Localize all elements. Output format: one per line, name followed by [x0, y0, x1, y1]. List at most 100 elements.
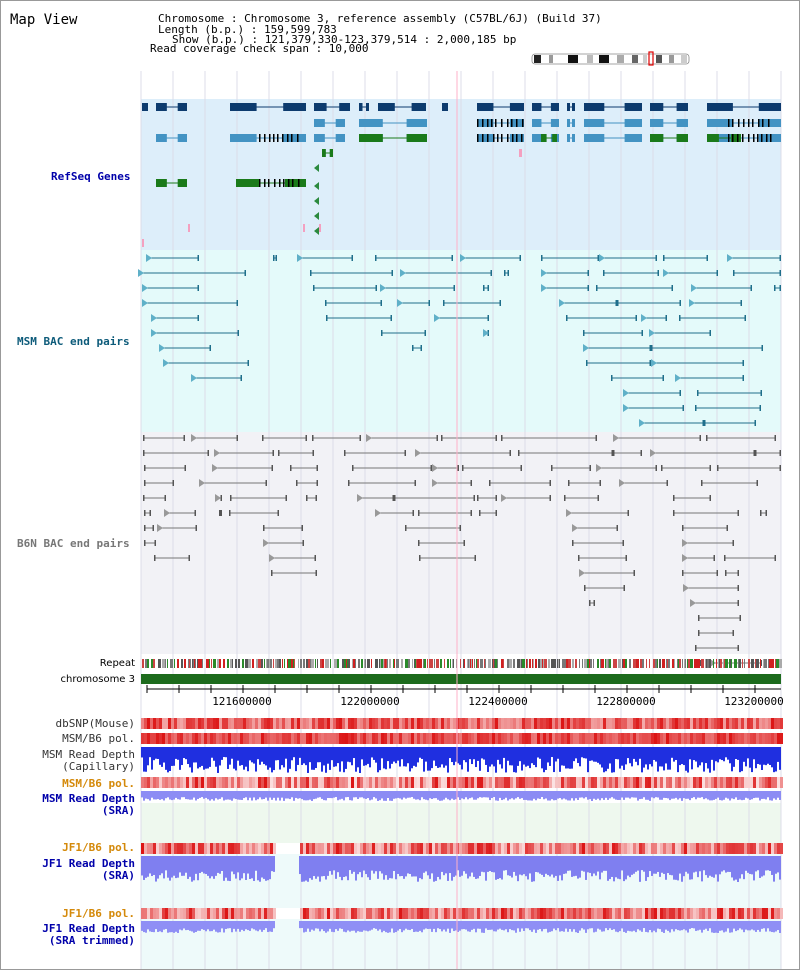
- heat-cell: [744, 843, 747, 854]
- heat-cell: [621, 843, 624, 854]
- depth-bar: [597, 856, 599, 872]
- repeat-track[interactable]: [142, 659, 782, 668]
- depth-bar: [695, 921, 697, 931]
- jf1-b6-pol-label[interactable]: JF1/B6 pol.: [62, 841, 135, 854]
- depth-bar: [393, 791, 395, 799]
- bac-end-mark: [744, 315, 746, 321]
- heat-cell: [645, 843, 648, 854]
- depth-bar: [409, 791, 411, 798]
- repeat-mark: [606, 659, 608, 668]
- heat-cell: [345, 718, 348, 729]
- heat-cell: [615, 718, 618, 729]
- depth-bar: [273, 921, 275, 929]
- exon-mark: [279, 179, 281, 187]
- heat-cell: [531, 908, 534, 919]
- depth-bar: [515, 747, 517, 773]
- bac-end-mark: [236, 435, 238, 441]
- jf1-depth-trimmed-label[interactable]: JF1 Read Depth: [42, 922, 135, 935]
- depth-bar: [697, 747, 699, 768]
- depth-bar: [429, 791, 431, 799]
- heat-cell: [480, 777, 483, 788]
- depth-bar: [393, 921, 395, 933]
- repeat-mark: [256, 659, 258, 668]
- msm-depth-capillary-label[interactable]: MSM Read Depth: [42, 748, 135, 761]
- heat-cell: [141, 733, 144, 744]
- depth-bar: [543, 856, 545, 877]
- depth-bar: [493, 747, 495, 767]
- heat-cell: [315, 718, 318, 729]
- heat-cell: [219, 843, 222, 854]
- chromosome-ideogram[interactable]: [531, 51, 690, 66]
- msm-depth-sra-label[interactable]: MSM Read Depth: [42, 792, 135, 805]
- exon-mark: [274, 179, 276, 187]
- msm-b6-pol-label-2[interactable]: MSM/B6 pol.: [62, 777, 135, 790]
- msm-bac-track-label[interactable]: MSM BAC end pairs: [17, 335, 130, 348]
- depth-bar: [653, 791, 655, 799]
- gene-exon: [477, 103, 494, 111]
- heat-cell: [723, 908, 726, 919]
- b6n-bac-track-label[interactable]: B6N BAC end pairs: [17, 537, 130, 550]
- depth-bar: [727, 747, 729, 760]
- heat-cell: [735, 733, 738, 744]
- polymorphism-heat-strips[interactable]: [141, 718, 783, 919]
- heat-cell: [288, 777, 291, 788]
- jf1-depth-sra-label[interactable]: JF1 Read Depth: [42, 857, 135, 870]
- depth-bar: [167, 747, 169, 773]
- depth-bar: [165, 856, 167, 871]
- depth-bar: [201, 791, 203, 798]
- depth-bar: [511, 747, 513, 766]
- depth-bar: [159, 856, 161, 876]
- depth-bar: [775, 856, 777, 874]
- heat-cell: [486, 777, 489, 788]
- depth-bar: [189, 747, 191, 768]
- read-depth-tracks[interactable]: [141, 747, 781, 933]
- repeat-mark: [659, 659, 661, 668]
- jf1-b6-pol-label-2[interactable]: JF1/B6 pol.: [62, 907, 135, 920]
- depth-bar: [545, 921, 547, 929]
- heat-cell: [354, 843, 357, 854]
- depth-bar: [183, 921, 185, 929]
- depth-bar: [233, 747, 235, 769]
- heat-cell: [570, 733, 573, 744]
- msm-bac-end-pairs[interactable]: [138, 254, 781, 427]
- depth-bar: [535, 856, 537, 872]
- heat-cell: [162, 718, 165, 729]
- heat-cell: [558, 733, 561, 744]
- depth-bar: [433, 921, 435, 929]
- heat-cell: [429, 733, 432, 744]
- heat-cell: [141, 777, 144, 788]
- heat-cell: [720, 777, 723, 788]
- bac-arrow: [191, 434, 197, 442]
- msm-b6-pol-label[interactable]: MSM/B6 pol.: [62, 732, 135, 745]
- repeat-mark: [589, 659, 590, 668]
- depth-bar: [425, 747, 427, 762]
- bac-end-mark: [184, 465, 186, 471]
- heat-cell: [672, 733, 675, 744]
- depth-bar: [285, 791, 287, 799]
- heat-cell: [714, 908, 717, 919]
- depth-bar: [175, 921, 177, 932]
- refseq-track-label[interactable]: RefSeq Genes: [51, 170, 130, 183]
- depth-bar: [699, 856, 701, 872]
- refseq-gene-features[interactable]: [142, 103, 781, 247]
- heat-cell: [750, 718, 753, 729]
- depth-bar: [779, 856, 781, 880]
- heat-cell: [336, 843, 339, 854]
- dbsnp-track-label[interactable]: dbSNP(Mouse): [56, 717, 135, 730]
- gene-exon: [314, 119, 325, 127]
- depth-bar: [673, 856, 675, 880]
- bac-end-mark: [285, 495, 287, 501]
- depth-bar: [465, 791, 467, 798]
- heat-cell: [291, 843, 294, 854]
- heat-cell: [669, 777, 672, 788]
- gene-arrow: [314, 212, 319, 220]
- depth-bar: [765, 747, 767, 766]
- heat-cell: [474, 843, 477, 854]
- gene-exon: [236, 179, 261, 187]
- depth-bar: [455, 791, 457, 800]
- heat-cell: [417, 733, 420, 744]
- depth-bar: [381, 921, 383, 933]
- repeat-mark: [293, 659, 294, 668]
